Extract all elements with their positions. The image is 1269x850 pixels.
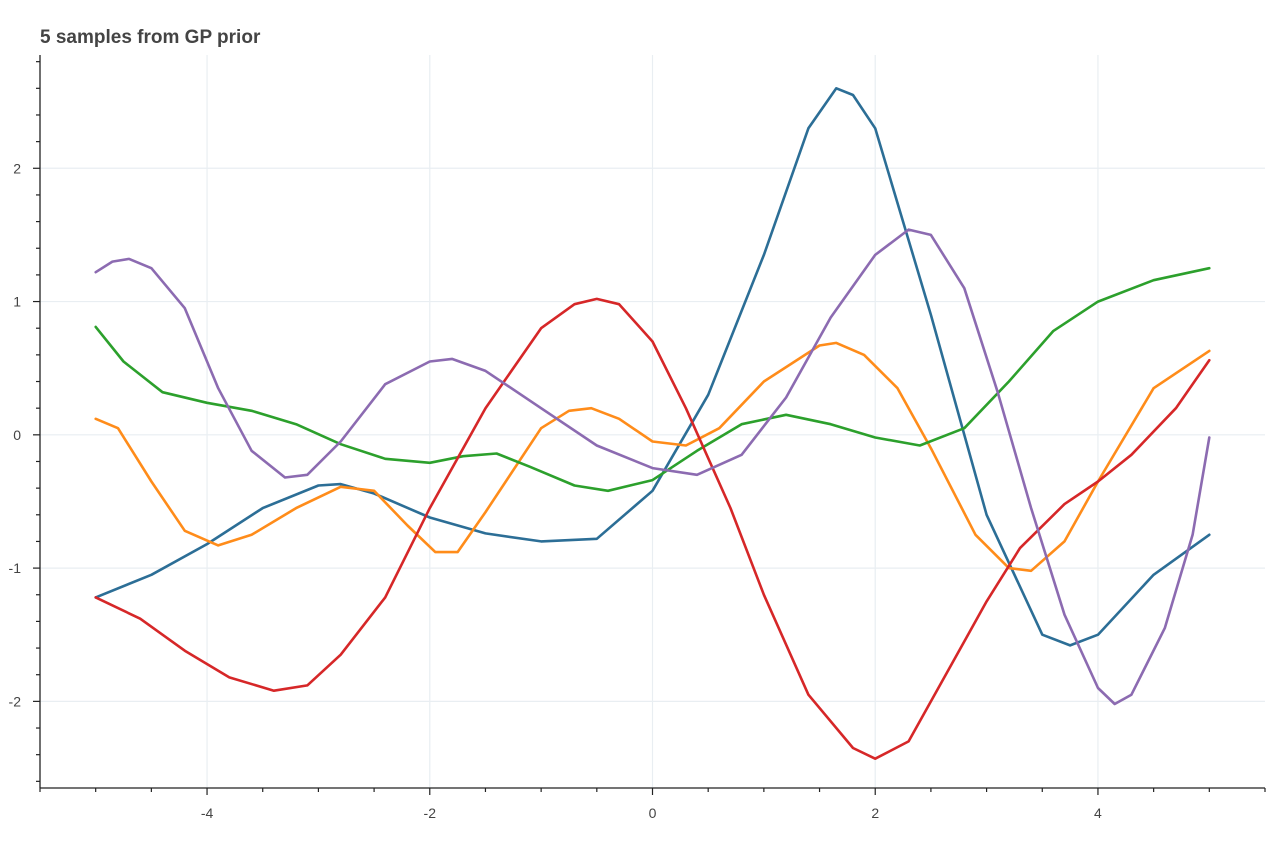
chart-title: 5 samples from GP prior	[40, 27, 261, 48]
series-line-3	[94, 266, 1211, 493]
x-tick-label: -2	[424, 805, 437, 821]
axes: -4 -2 0 2 4 -2 -1 0 1 2	[9, 55, 1266, 821]
x-tick-label: 4	[1094, 805, 1102, 821]
series-line-5	[94, 228, 1211, 706]
x-tick-label: -4	[201, 805, 214, 821]
y-tick-label: 2	[13, 160, 21, 176]
series-layer	[94, 87, 1211, 760]
y-tick-label: -1	[9, 560, 22, 576]
y-tick-label: 1	[13, 294, 21, 310]
series-line-2	[94, 341, 1211, 573]
grid	[40, 55, 1265, 788]
y-tick-label: 0	[13, 427, 21, 443]
y-tick-label: -2	[9, 693, 22, 709]
x-tick-label: 2	[871, 805, 879, 821]
series-line-4	[94, 297, 1211, 760]
series-line-1	[94, 87, 1211, 647]
x-tick-label: 0	[649, 805, 657, 821]
